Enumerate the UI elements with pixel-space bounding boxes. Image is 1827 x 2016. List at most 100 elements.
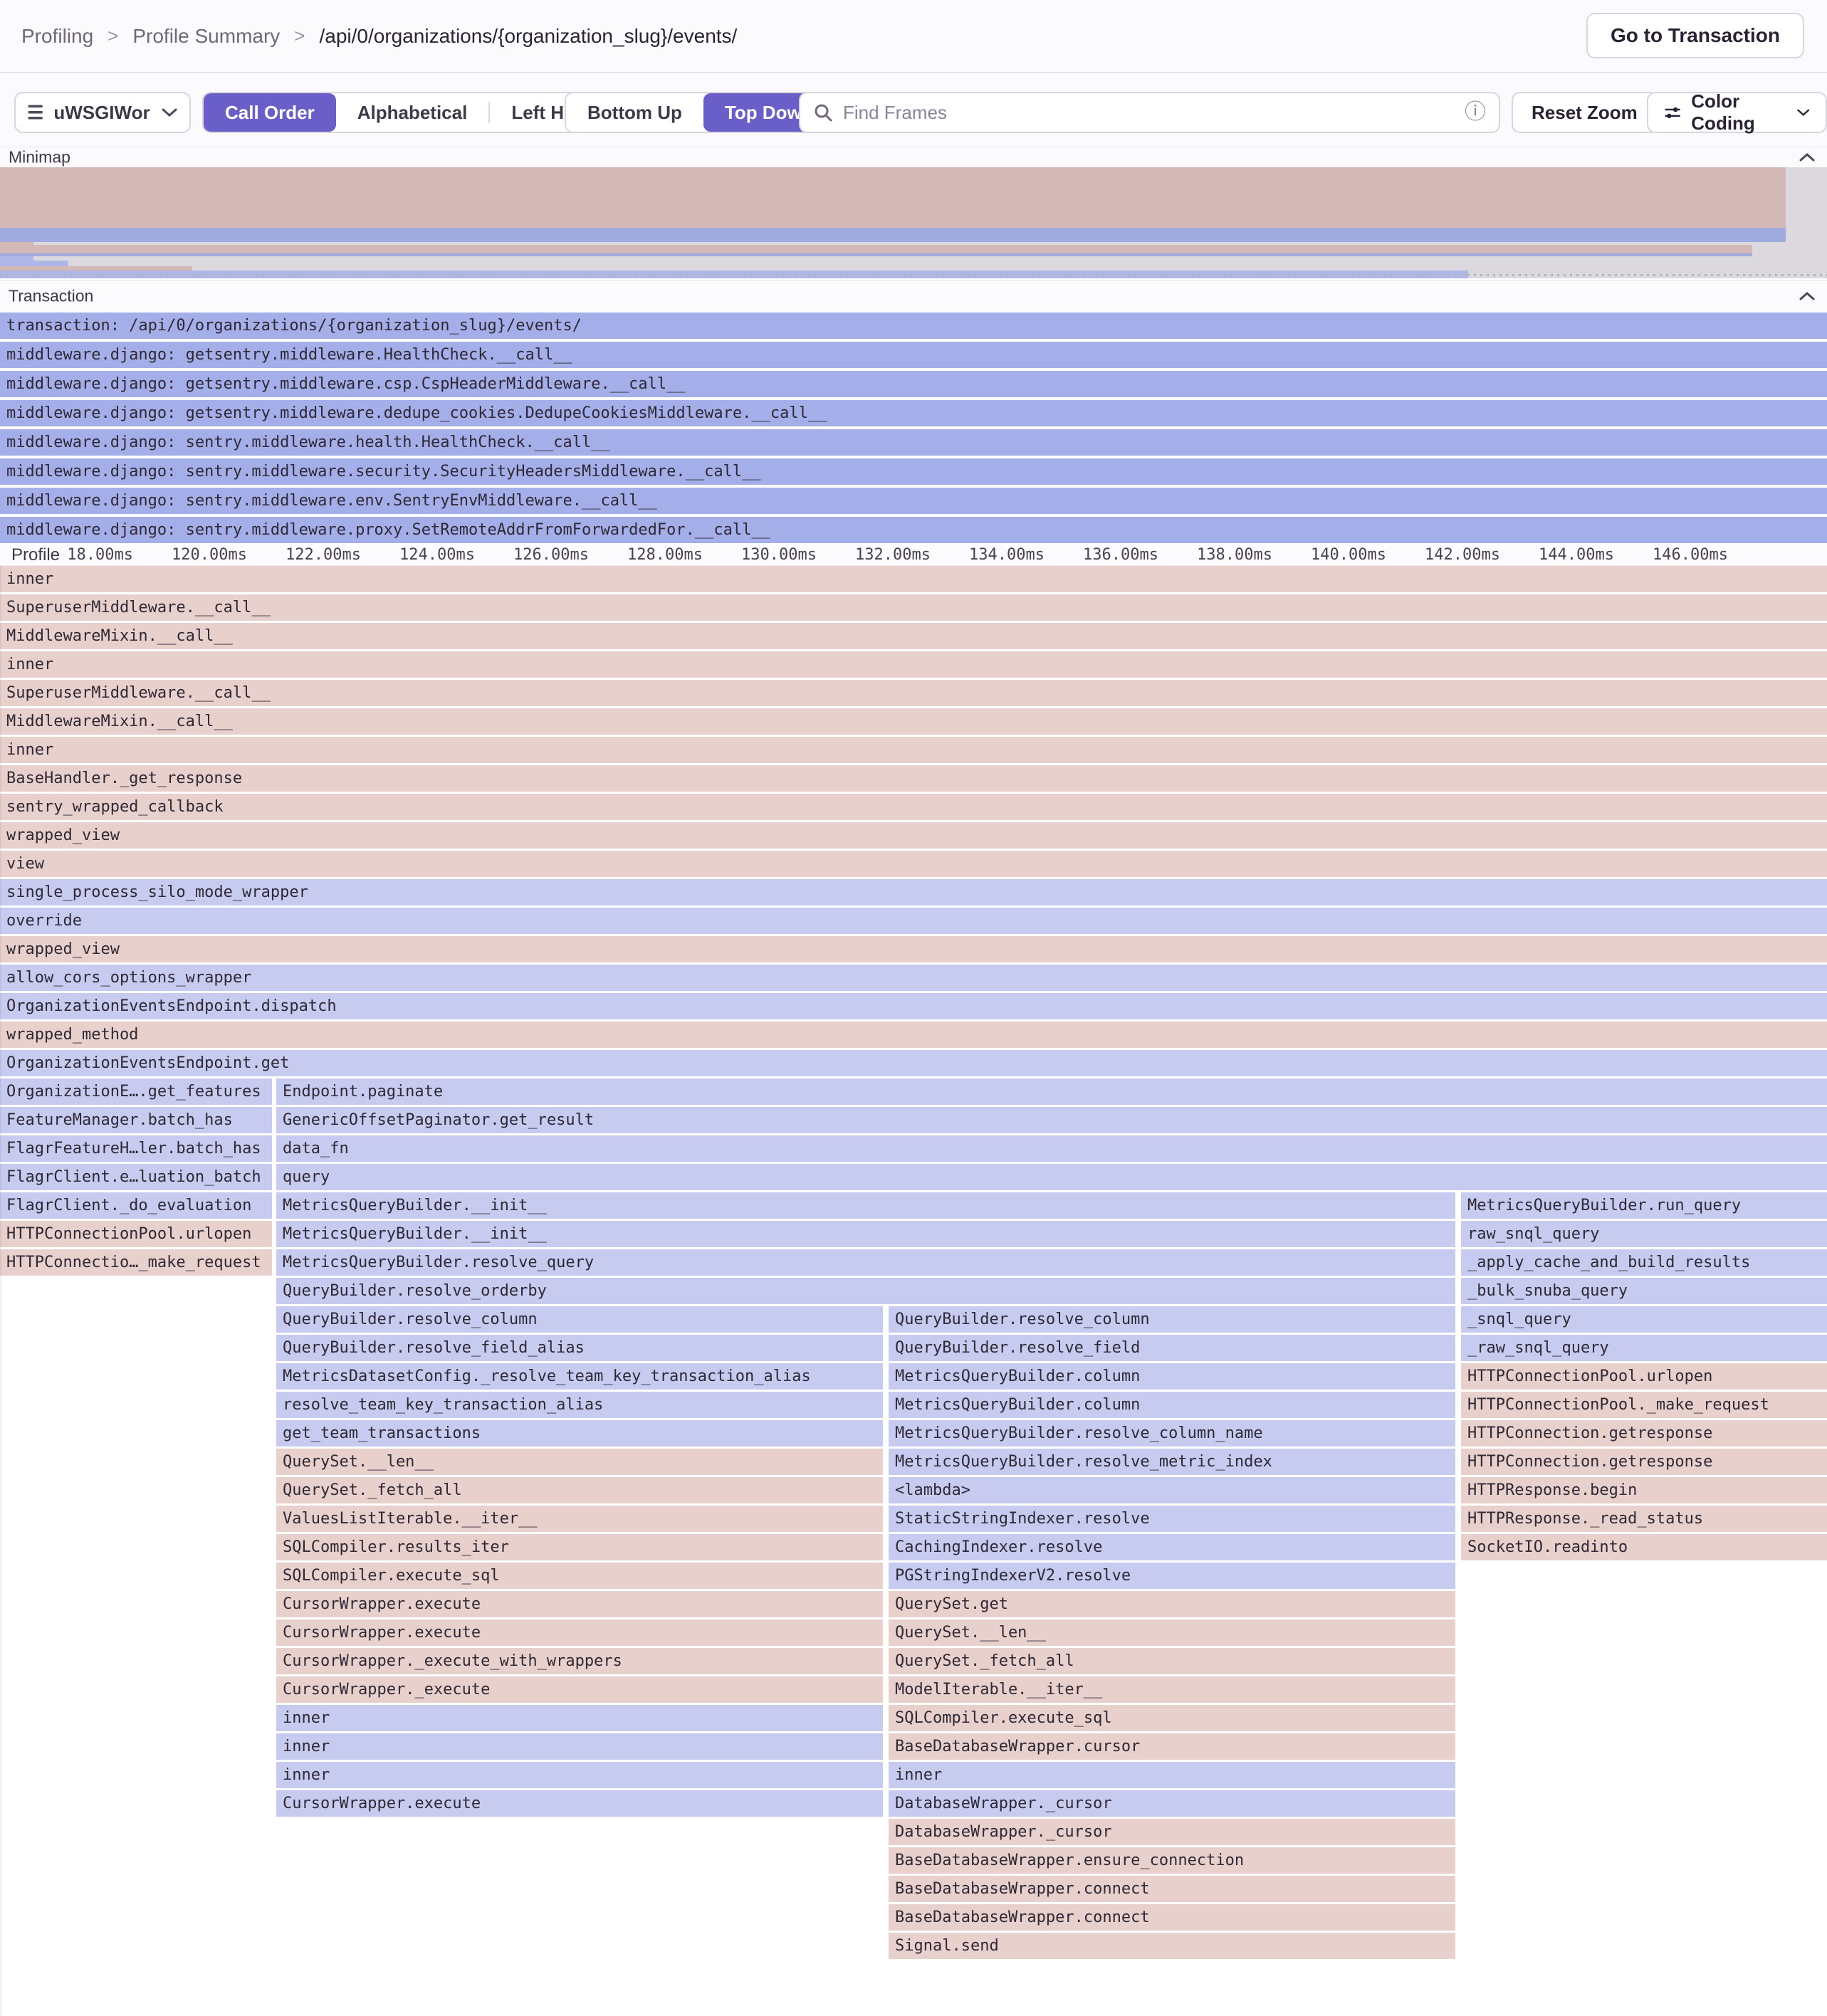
go-to-transaction-button[interactable]: Go to Transaction (1586, 13, 1804, 58)
flame-frame[interactable]: SuperuserMiddleware.__call__ (0, 680, 1827, 706)
flame-frame[interactable]: QuerySet.__len__ (889, 1619, 1455, 1646)
flame-frame[interactable]: BaseHandler._get_response (0, 765, 1827, 792)
flame-frame[interactable]: PGStringIndexerV2.resolve (889, 1563, 1455, 1589)
flame-frame[interactable]: ModelIterable.__iter__ (889, 1676, 1455, 1703)
flame-frame[interactable]: CursorWrapper.execute (276, 1790, 883, 1817)
flame-frame[interactable]: CursorWrapper.execute (276, 1591, 883, 1617)
flame-frame[interactable]: DatabaseWrapper._cursor (889, 1790, 1455, 1817)
flame-frame[interactable]: query (276, 1164, 1827, 1190)
flame-frame[interactable]: OrganizationEventsEndpoint.get (0, 1050, 1827, 1076)
flame-frame[interactable]: wrapped_view (0, 936, 1827, 962)
breadcrumb-profile-summary[interactable]: Profile Summary (132, 24, 281, 47)
collapse-transaction-icon[interactable] (1799, 291, 1816, 301)
flame-frame[interactable]: HTTPConnection.getresponse (1461, 1449, 1827, 1475)
flame-frame[interactable]: CursorWrapper._execute_with_wrappers (276, 1648, 883, 1674)
flame-frame[interactable]: get_team_transactions (276, 1420, 883, 1447)
transaction-row[interactable]: middleware.django: sentry.middleware.hea… (0, 429, 1827, 456)
flame-frame[interactable]: QueryBuilder.resolve_field (889, 1335, 1455, 1361)
flame-frame[interactable]: wrapped_view (0, 822, 1827, 849)
flame-frame[interactable]: SQLCompiler.execute_sql (276, 1563, 883, 1589)
flame-frame[interactable]: DatabaseWrapper._cursor (889, 1819, 1455, 1845)
flame-frame[interactable]: MetricsQueryBuilder.resolve_query (276, 1249, 1455, 1276)
flame-frame[interactable]: QueryBuilder.resolve_orderby (276, 1278, 1455, 1304)
flame-frame[interactable]: inner (276, 1762, 883, 1788)
flame-frame[interactable]: single_process_silo_mode_wrapper (0, 879, 1827, 905)
flame-frame[interactable]: Signal.send (889, 1933, 1455, 1959)
flame-frame[interactable]: wrapped_method (0, 1022, 1827, 1048)
flame-frame[interactable]: sentry_wrapped_callback (0, 794, 1827, 820)
breadcrumb-profiling[interactable]: Profiling (21, 24, 94, 47)
sort-call-order-button[interactable]: Call Order (204, 93, 336, 132)
flame-frame[interactable]: HTTPConnectionPool.urlopen (1461, 1363, 1827, 1390)
flame-frame[interactable]: OrganizationEventsEndpoint.dispatch (0, 993, 1827, 1019)
transaction-row[interactable]: transaction: /api/0/organizations/{organ… (0, 313, 1827, 339)
flame-frame[interactable]: HTTPConnection.getresponse (1461, 1420, 1827, 1447)
flame-frame[interactable]: CursorWrapper._execute (276, 1676, 883, 1703)
flame-frame[interactable]: MiddlewareMixin.__call__ (0, 708, 1827, 735)
search-input[interactable] (842, 100, 1456, 125)
flame-frame[interactable]: BaseDatabaseWrapper.ensure_connection (889, 1847, 1455, 1874)
flame-frame[interactable]: CachingIndexer.resolve (889, 1534, 1455, 1560)
flame-frame[interactable]: raw_snql_query (1461, 1221, 1827, 1247)
flame-frame[interactable]: _raw_snql_query (1461, 1335, 1827, 1361)
thread-selector[interactable]: ☰ uWSGIWor… (14, 92, 191, 133)
minimap-canvas[interactable] (0, 167, 1827, 278)
flame-frame[interactable]: view (0, 851, 1827, 877)
flame-frame[interactable]: QuerySet.get (889, 1591, 1455, 1617)
flame-frame[interactable]: override (0, 908, 1827, 934)
flame-frame[interactable]: FlagrFeatureH…ler.batch_has (0, 1135, 272, 1162)
flame-frame[interactable]: FlagrClient._do_evaluation (0, 1192, 272, 1219)
flame-frame[interactable]: MetricsQueryBuilder.column (889, 1392, 1455, 1418)
flame-frame[interactable]: QuerySet._fetch_all (889, 1648, 1455, 1674)
flame-frame[interactable]: SQLCompiler.execute_sql (889, 1705, 1455, 1731)
flame-frame[interactable]: MiddlewareMixin.__call__ (0, 623, 1827, 649)
flame-frame[interactable]: _apply_cache_and_build_results (1461, 1249, 1827, 1276)
flame-frame[interactable]: CursorWrapper.execute (276, 1619, 883, 1646)
transaction-row[interactable]: middleware.django: sentry.middleware.env… (0, 488, 1827, 514)
transaction-row[interactable]: middleware.django: sentry.middleware.sec… (0, 458, 1827, 485)
flame-frame[interactable]: HTTPConnectionPool._make_request (1461, 1392, 1827, 1418)
sort-alphabetical-button[interactable]: Alphabetical (357, 102, 468, 123)
flame-frame[interactable]: HTTPConnectionPool.urlopen (0, 1221, 272, 1247)
flame-frame[interactable]: BaseDatabaseWrapper.connect (889, 1876, 1455, 1902)
transaction-row[interactable]: middleware.django: getsentry.middleware.… (0, 400, 1827, 426)
flame-frame[interactable]: BaseDatabaseWrapper.cursor (889, 1733, 1455, 1760)
flame-frame[interactable]: BaseDatabaseWrapper.connect (889, 1904, 1455, 1931)
flame-frame[interactable]: HTTPConnectio…_make_request (0, 1249, 272, 1276)
color-coding-button[interactable]: Color Coding (1647, 90, 1827, 134)
flame-frame[interactable]: MetricsQueryBuilder.resolve_column_name (889, 1420, 1455, 1447)
flame-frame[interactable]: MetricsDatasetConfig._resolve_team_key_t… (276, 1363, 883, 1390)
info-icon[interactable]: ⓘ (1465, 100, 1486, 124)
flame-frame[interactable]: GenericOffsetPaginator.get_result (276, 1107, 1827, 1133)
transaction-row[interactable]: middleware.django: getsentry.middleware.… (0, 342, 1827, 368)
flame-frame[interactable]: QueryBuilder.resolve_column (889, 1306, 1455, 1333)
flame-frame[interactable]: resolve_team_key_transaction_alias (276, 1392, 883, 1418)
flame-frame[interactable]: SocketIO.readinto (1461, 1534, 1827, 1560)
flame-frame[interactable]: OrganizationE….get_features (0, 1078, 272, 1105)
flame-frame[interactable]: inner (0, 737, 1827, 763)
flame-frame[interactable]: QueryBuilder.resolve_field_alias (276, 1335, 883, 1361)
flame-frame[interactable]: MetricsQueryBuilder.run_query (1461, 1192, 1827, 1219)
flame-frame[interactable]: QuerySet._fetch_all (276, 1477, 883, 1503)
flame-frame[interactable]: SuperuserMiddleware.__call__ (0, 594, 1827, 621)
flame-frame[interactable]: ValuesListIterable.__iter__ (276, 1506, 883, 1532)
flame-frame[interactable]: allow_cors_options_wrapper (0, 965, 1827, 991)
flame-frame[interactable]: Endpoint.paginate (276, 1078, 1827, 1105)
flame-frame[interactable]: QueryBuilder.resolve_column (276, 1306, 883, 1333)
flame-frame[interactable]: FeatureManager.batch_has (0, 1107, 272, 1133)
flame-frame[interactable]: inner (276, 1705, 883, 1731)
flame-frame[interactable]: _bulk_snuba_query (1461, 1278, 1827, 1304)
flame-frame[interactable]: HTTPResponse._read_status (1461, 1506, 1827, 1532)
flame-frame[interactable]: MetricsQueryBuilder.__init__ (276, 1221, 1455, 1247)
transaction-row[interactable]: middleware.django: getsentry.middleware.… (0, 371, 1827, 397)
flame-frame[interactable]: data_fn (276, 1135, 1827, 1162)
flame-frame[interactable]: <lambda> (889, 1477, 1455, 1503)
flame-frame[interactable]: MetricsQueryBuilder.column (889, 1363, 1455, 1390)
flame-frame[interactable]: HTTPResponse.begin (1461, 1477, 1827, 1503)
collapse-minimap-icon[interactable] (1799, 152, 1816, 162)
transaction-row[interactable]: middleware.django: sentry.middleware.pro… (0, 517, 1827, 543)
flame-frame[interactable]: MetricsQueryBuilder.__init__ (276, 1192, 1455, 1219)
flame-frame[interactable]: SQLCompiler.results_iter (276, 1534, 883, 1560)
flame-frame[interactable]: _snql_query (1461, 1306, 1827, 1333)
direction-bottom-up-button[interactable]: Bottom Up (587, 102, 682, 123)
